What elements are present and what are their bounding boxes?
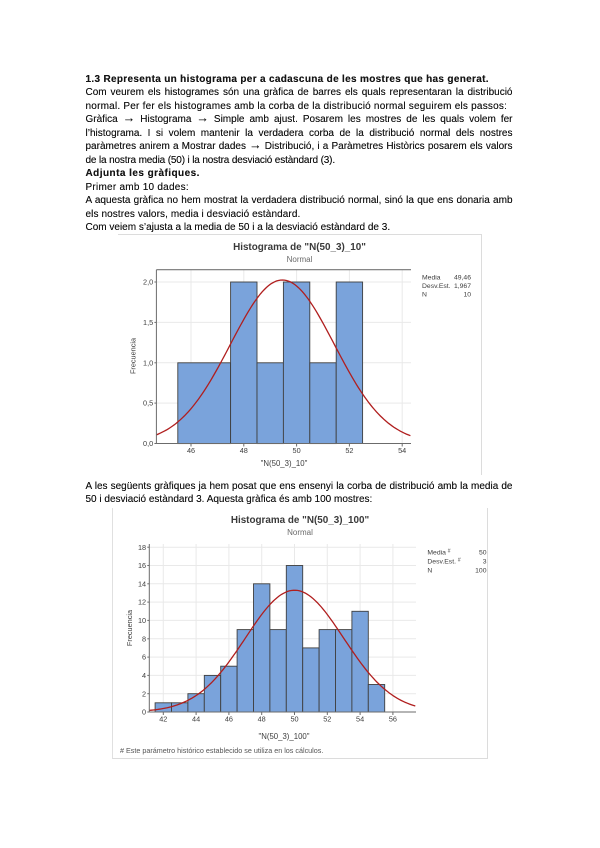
svg-text:16: 16 (138, 561, 146, 570)
svg-text:4: 4 (142, 671, 146, 680)
svg-text:48: 48 (258, 715, 266, 724)
svg-text:Frecuencia: Frecuencia (129, 337, 138, 374)
svg-text:50: 50 (290, 715, 298, 724)
svg-text:52: 52 (345, 446, 353, 455)
svg-text:49,46: 49,46 (454, 275, 471, 282)
svg-text:0: 0 (142, 708, 146, 717)
svg-text:0,5: 0,5 (143, 399, 153, 408)
svg-text:Media #: Media # (427, 549, 450, 557)
svg-text:1,0: 1,0 (143, 358, 153, 367)
svg-text:6: 6 (142, 653, 146, 662)
svg-text:52: 52 (323, 715, 331, 724)
svg-text:54: 54 (398, 446, 406, 455)
svg-text:Frecuencia: Frecuencia (125, 609, 134, 646)
svg-text:42: 42 (159, 715, 167, 724)
svg-text:N: N (422, 291, 427, 298)
svg-text:48: 48 (240, 446, 248, 455)
svg-text:Desv.Est. #: Desv.Est. # (427, 558, 460, 566)
svg-text:10: 10 (138, 616, 146, 625)
svg-text:N: N (427, 568, 432, 575)
svg-text:44: 44 (192, 715, 200, 724)
svg-text:14: 14 (138, 579, 146, 588)
svg-text:# Este parámetro histórico est: # Este parámetro histórico establecido s… (120, 746, 323, 755)
svg-text:3: 3 (483, 559, 487, 566)
svg-text:46: 46 (225, 715, 233, 724)
svg-text:12: 12 (138, 598, 146, 607)
svg-text:Desv.Est.: Desv.Est. (422, 283, 451, 290)
svg-text:50: 50 (293, 446, 301, 455)
svg-text:Media: Media (422, 275, 441, 282)
svg-text:"N(50_3)_100": "N(50_3)_100" (258, 732, 309, 741)
svg-text:50: 50 (479, 550, 487, 557)
svg-text:1,967: 1,967 (454, 283, 471, 290)
svg-text:1,5: 1,5 (143, 318, 153, 327)
svg-text:"N(50_3)_10": "N(50_3)_10" (261, 459, 308, 468)
svg-text:18: 18 (138, 543, 146, 552)
svg-text:54: 54 (356, 715, 364, 724)
svg-text:10: 10 (463, 291, 471, 298)
svg-text:100: 100 (475, 568, 487, 575)
svg-text:46: 46 (187, 446, 195, 455)
svg-text:2: 2 (142, 689, 146, 698)
svg-text:2,0: 2,0 (143, 278, 153, 287)
svg-text:56: 56 (389, 715, 397, 724)
svg-text:0,0: 0,0 (143, 439, 153, 448)
svg-text:8: 8 (142, 634, 146, 643)
